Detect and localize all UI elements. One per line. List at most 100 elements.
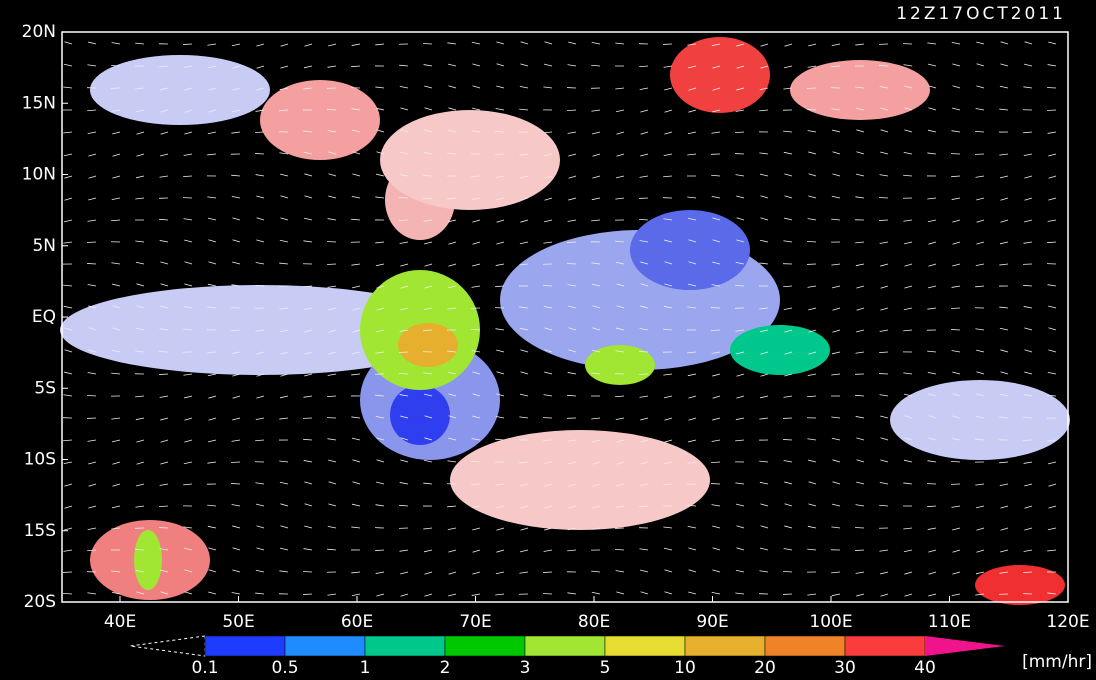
wind-arrow [711, 131, 721, 134]
wind-arrow [855, 416, 865, 419]
wind-arrow [255, 262, 265, 265]
wind-arrow [999, 327, 1009, 331]
wind-arrow [927, 350, 937, 353]
wind-arrow [663, 175, 673, 178]
lat-label: 15S [24, 521, 56, 541]
wind-arrow [879, 481, 889, 485]
wind-arrow [544, 349, 553, 353]
wind-arrow [855, 394, 865, 397]
precip-field [60, 32, 1070, 605]
wind-arrow [879, 174, 889, 177]
wind-arrow [1047, 549, 1057, 552]
wind-arrow [711, 43, 721, 47]
wind-arrow [303, 460, 313, 463]
wind-arrow [256, 395, 265, 399]
wind-arrow [280, 173, 289, 177]
wind-arrow [903, 549, 913, 553]
wind-arrow [759, 239, 769, 243]
wind-arrow [496, 371, 505, 375]
wind-arrow [63, 63, 73, 67]
wind-arrow [928, 593, 937, 597]
wind-arrow [256, 43, 265, 47]
wind-arrow [904, 415, 913, 419]
wind-arrow [759, 570, 769, 573]
wind-arrow [783, 307, 793, 310]
wind-arrow [232, 547, 241, 551]
wind-arrow [831, 65, 841, 68]
wind-arrow [279, 481, 289, 485]
wind-arrow [927, 371, 937, 375]
wind-arrow [112, 483, 121, 487]
wind-arrow [615, 570, 625, 573]
wind-arrow [928, 437, 937, 441]
wind-arrow [543, 153, 553, 157]
wind-arrow [712, 239, 721, 243]
wind-arrow [1023, 284, 1033, 287]
wind-arrow [255, 284, 265, 287]
wind-arrow [688, 591, 697, 595]
wind-arrow [615, 87, 625, 90]
wind-arrow [567, 394, 577, 397]
wind-arrow [712, 569, 721, 573]
wind-arrow [304, 43, 313, 47]
wind-arrow [1023, 417, 1033, 419]
wind-arrow [568, 153, 577, 157]
colorbar-segment [284, 635, 366, 657]
wind-arrow [471, 41, 481, 45]
wind-arrow [736, 373, 745, 377]
wind-arrow [375, 351, 385, 354]
wind-arrow [1023, 86, 1033, 89]
wind-arrow [975, 483, 985, 486]
wind-arrow [1048, 197, 1057, 201]
wind-arrow [808, 173, 817, 177]
wind-vectors [62, 41, 1057, 597]
wind-arrow [471, 438, 481, 441]
wind-arrow [928, 263, 937, 267]
wind-arrow [639, 395, 649, 398]
wind-arrow [519, 108, 529, 111]
wind-arrow [1048, 483, 1057, 487]
wind-arrow [904, 437, 913, 441]
wind-arrow [88, 327, 97, 331]
wind-arrow [639, 218, 649, 221]
wind-arrow [280, 525, 289, 529]
wind-arrow [232, 65, 241, 69]
wind-arrow [184, 109, 193, 113]
wind-arrow [160, 261, 169, 265]
wind-arrow [424, 241, 433, 245]
wind-arrow [784, 329, 793, 333]
wind-arrow [567, 131, 577, 134]
wind-arrow [952, 219, 961, 223]
wind-arrow [519, 327, 529, 331]
wind-arrow [495, 175, 505, 178]
wind-arrow [543, 549, 553, 552]
wind-arrow [664, 591, 673, 595]
wind-arrow [639, 328, 649, 331]
wind-arrow [304, 173, 313, 177]
wind-arrow [664, 239, 673, 243]
wind-arrow [112, 153, 121, 157]
wind-arrow [256, 351, 265, 355]
wind-arrow [88, 461, 97, 465]
wind-arrow [1023, 153, 1033, 157]
wind-arrow [327, 263, 337, 265]
wind-arrow [639, 351, 649, 353]
wind-arrow [711, 351, 721, 354]
wind-arrow [999, 416, 1009, 419]
wind-arrow [327, 593, 337, 596]
wind-arrow [927, 527, 937, 530]
wind-arrow [951, 329, 961, 331]
wind-arrow [688, 395, 697, 399]
wind-arrow [279, 570, 289, 573]
wind-arrow [1000, 505, 1009, 509]
wind-arrow [471, 593, 481, 596]
wind-arrow [231, 284, 241, 287]
wind-arrow [735, 174, 745, 177]
wind-arrow [471, 505, 481, 508]
wind-arrow [471, 175, 481, 178]
wind-arrow [352, 481, 361, 485]
wind-arrow [327, 108, 337, 111]
wind-arrow [640, 439, 649, 443]
wind-arrow [328, 503, 337, 507]
wind-arrow [856, 437, 865, 441]
